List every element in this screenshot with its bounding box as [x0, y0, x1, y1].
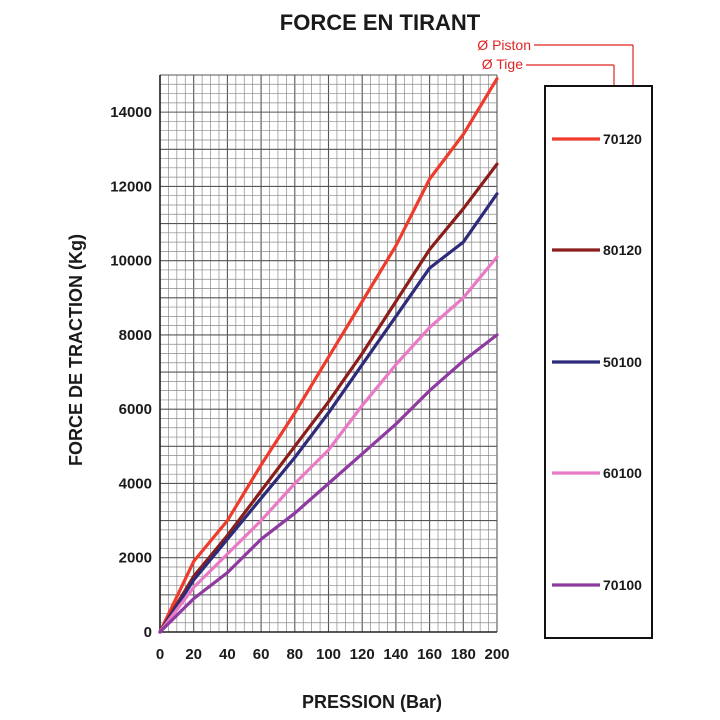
legend: 70120 80120 50100 60100 70100 [552, 131, 642, 593]
chart-title: FORCE EN TIRANT [280, 10, 481, 35]
piston-label: Ø Piston [477, 37, 531, 53]
x-axis-ticks: 0 20 40 60 80 100 120 140 160 180 200 [156, 646, 510, 663]
x-tick-label: 80 [286, 646, 303, 663]
x-tick-label: 100 [316, 646, 341, 663]
y-axis-ticks: 0 2000 4000 6000 8000 10000 12000 14000 [110, 104, 152, 641]
tige-label: Ø Tige [482, 56, 523, 72]
x-tick-label: 40 [219, 646, 236, 663]
x-tick-label: 20 [185, 646, 202, 663]
series-line-60100 [158, 255, 499, 634]
series-line-80120 [158, 162, 499, 634]
y-tick-label: 14000 [110, 104, 152, 121]
x-tick-label: 60 [253, 646, 270, 663]
x-tick-label: 160 [417, 646, 442, 663]
series-lines [158, 77, 499, 634]
y-tick-label: 0 [144, 624, 152, 641]
chart-grid [159, 74, 498, 633]
legend-entry-70120: 70120 [603, 131, 642, 147]
y-axis-label: FORCE DE TRACTION (Kg) [66, 234, 86, 466]
legend-entry-70100: 70100 [603, 577, 642, 593]
series-line-50100 [158, 192, 499, 634]
x-tick-label: 180 [451, 646, 476, 663]
y-tick-label: 4000 [119, 475, 152, 492]
x-tick-label: 200 [484, 646, 509, 663]
x-axis-label: PRESSION (Bar) [302, 692, 442, 712]
legend-entry-80120: 80120 [603, 242, 642, 258]
y-tick-label: 6000 [119, 401, 152, 418]
series-line-70120 [158, 77, 499, 634]
series-line-70100 [158, 333, 499, 634]
y-tick-label: 12000 [110, 178, 152, 195]
y-tick-label: 2000 [119, 550, 152, 567]
y-tick-label: 8000 [119, 327, 152, 344]
legend-entry-50100: 50100 [603, 354, 642, 370]
y-tick-label: 10000 [110, 253, 152, 270]
x-tick-label: 120 [350, 646, 375, 663]
x-tick-label: 140 [383, 646, 408, 663]
legend-entry-60100: 60100 [603, 465, 642, 481]
x-tick-label: 0 [156, 646, 164, 663]
